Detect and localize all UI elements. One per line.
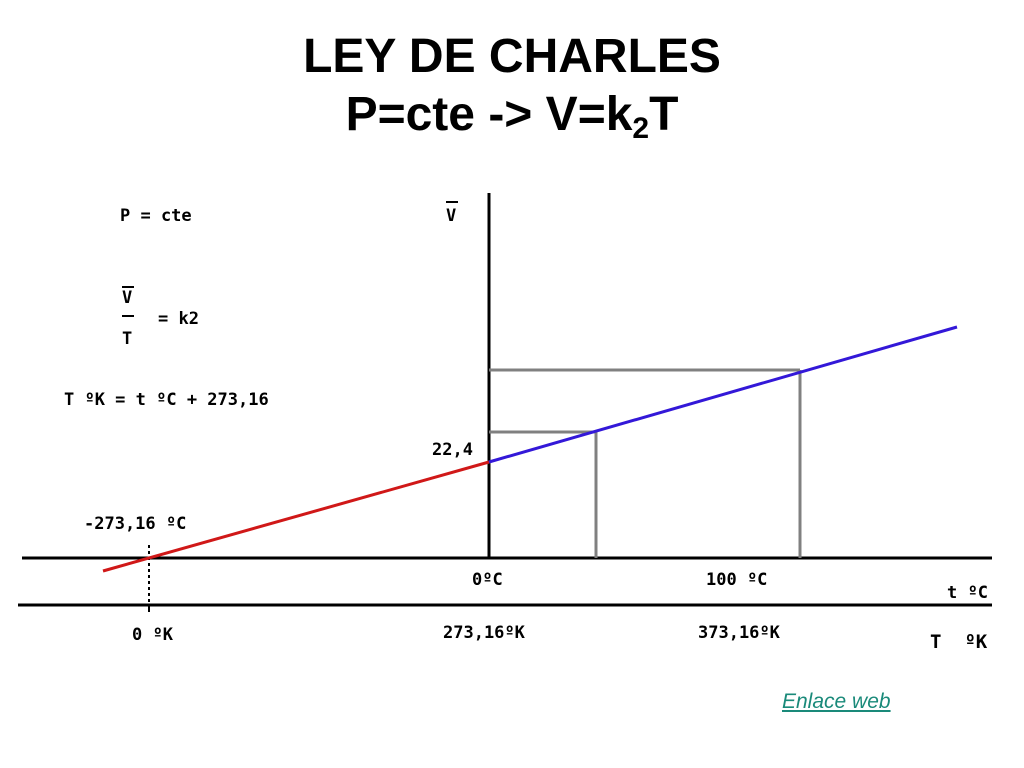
hundred-celsius-label: 100 ºC — [706, 570, 767, 590]
measured-volume-line — [488, 325, 958, 464]
absolute-zero-celsius-label: -273,16 ºC — [84, 514, 186, 534]
kelvin-273-label: 273,16ºK — [443, 623, 526, 643]
title-line-1: LEY DE CHARLES — [303, 30, 721, 83]
title-line-2: P=cte -> V=k2T — [0, 86, 1024, 144]
fraction-denominator: T — [122, 329, 132, 349]
celsius-axis-label: t ºC — [947, 583, 988, 603]
pressure-constant-label: P = cte — [120, 206, 192, 226]
zero-celsius-label: 0ºC — [472, 570, 503, 590]
web-link[interactable]: Enlace web — [782, 690, 891, 713]
volume-at-zero-label: 22,4 — [432, 440, 473, 460]
title-formula-subscript: 2 — [632, 112, 650, 145]
fraction-numerator: V — [122, 288, 132, 308]
extrapolated-volume-line — [102, 460, 490, 573]
kelvin-373-label: 373,16ºK — [698, 623, 781, 643]
slide-title: LEY DE CHARLES P=cte -> V=k2T — [0, 28, 1024, 144]
volume-axis-label: V — [446, 206, 456, 226]
title-formula-pre: P=cte -> V=k — [345, 88, 633, 141]
kelvin-conversion-formula: T ºK = t ºC + 273,16 — [64, 390, 269, 410]
zero-kelvin-label: 0 ºK — [132, 625, 174, 645]
guide-lines — [489, 368, 802, 558]
fraction-equals-k2: = k2 — [158, 309, 199, 329]
kelvin-axis-label: T ºK — [930, 631, 988, 653]
title-formula-post: T — [649, 88, 679, 141]
